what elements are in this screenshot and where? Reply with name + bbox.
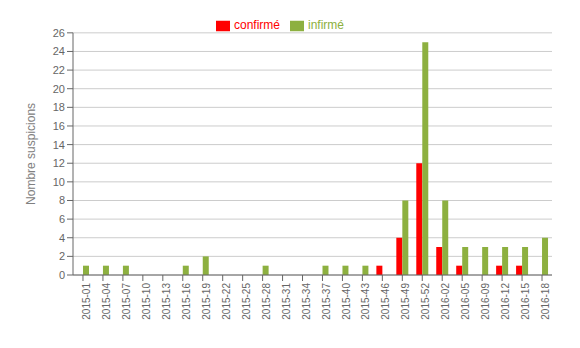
- svg-text:2015-04: 2015-04: [101, 283, 112, 320]
- svg-text:2016-15: 2016-15: [520, 283, 531, 320]
- svg-text:24: 24: [53, 45, 65, 57]
- svg-text:2015-25: 2015-25: [241, 283, 252, 320]
- svg-text:2015-40: 2015-40: [341, 283, 352, 320]
- svg-text:2016-18: 2016-18: [540, 283, 551, 320]
- svg-text:2015-34: 2015-34: [301, 283, 312, 320]
- svg-text:2015-52: 2015-52: [420, 283, 431, 320]
- svg-text:Nombre suspicions: Nombre suspicions: [24, 103, 38, 205]
- svg-text:14: 14: [53, 139, 65, 151]
- svg-text:22: 22: [53, 64, 65, 76]
- svg-text:0: 0: [59, 269, 65, 281]
- svg-text:2015-19: 2015-19: [201, 283, 212, 320]
- svg-text:16: 16: [53, 120, 65, 132]
- svg-text:2015-31: 2015-31: [281, 283, 292, 320]
- svg-text:4: 4: [59, 232, 65, 244]
- svg-text:2016-02: 2016-02: [440, 283, 451, 320]
- svg-text:18: 18: [53, 101, 65, 113]
- svg-text:2015-10: 2015-10: [141, 283, 152, 320]
- svg-text:2015-07: 2015-07: [121, 283, 132, 320]
- svg-text:8: 8: [59, 194, 65, 206]
- svg-text:20: 20: [53, 83, 65, 95]
- svg-text:2015-16: 2015-16: [181, 283, 192, 320]
- svg-text:12: 12: [53, 157, 65, 169]
- svg-text:2016-05: 2016-05: [460, 283, 471, 320]
- svg-text:2: 2: [59, 250, 65, 262]
- svg-text:2015-01: 2015-01: [81, 283, 92, 320]
- svg-text:2015-13: 2015-13: [161, 283, 172, 320]
- svg-text:2016-12: 2016-12: [500, 283, 511, 320]
- svg-text:10: 10: [53, 176, 65, 188]
- svg-text:2015-37: 2015-37: [321, 283, 332, 320]
- svg-text:2015-43: 2015-43: [360, 283, 371, 320]
- html-text:infirmé: infirmé: [308, 18, 344, 32]
- html-text:confirmé: confirmé: [234, 18, 280, 32]
- svg-text:2015-22: 2015-22: [221, 283, 232, 320]
- svg-text:2015-46: 2015-46: [380, 283, 391, 320]
- svg-text:26: 26: [53, 27, 65, 39]
- svg-text:2015-49: 2015-49: [400, 283, 411, 320]
- svg-text:6: 6: [59, 213, 65, 225]
- svg-text:2015-28: 2015-28: [261, 283, 272, 320]
- svg-text:2016-09: 2016-09: [480, 283, 491, 320]
